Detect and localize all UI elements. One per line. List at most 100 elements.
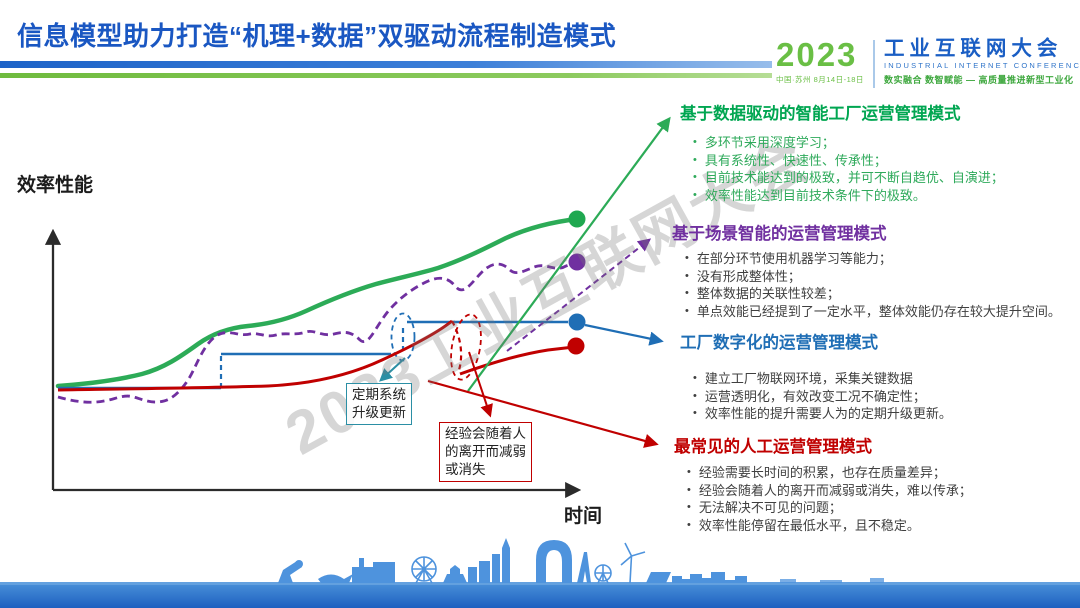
bullet-text: 没有形成整体性； xyxy=(696,268,801,284)
bullet-text: 目前技术能达到的极致，并可不断自趋优、自演进； xyxy=(704,170,1004,185)
annotation-digital-factory: 工厂数字化的运营管理模式 • 建立工厂物联网环境，采集关键数据 • 运营透明化，有效… xyxy=(680,329,1080,423)
low-buildings xyxy=(672,572,747,583)
bullet-marker: • xyxy=(693,407,697,419)
page-title: 信息模型助力打造“机理+数据”双驱动流程制造模式 xyxy=(17,21,617,51)
building xyxy=(468,567,477,583)
wind-turbine-icon xyxy=(620,542,646,584)
skyline-outlines xyxy=(411,542,646,584)
bullet-item: • 效率性能停留在最低水平，且不稳定。 xyxy=(674,517,1080,535)
title-underline-green xyxy=(0,73,1030,78)
annotation-smart-factory: 基于数据驱动的智能工厂运营管理模式 • 多环节采用深度学习； • 具有系统性、快速性… xyxy=(680,100,1080,204)
endpoint-dot-red xyxy=(567,337,585,355)
bullet-marker: • xyxy=(693,188,697,201)
ferris-wheel-spokes xyxy=(412,557,436,584)
title-underline-blue xyxy=(0,61,1040,68)
endpoint-dot-blue xyxy=(568,313,586,331)
logo-slogan: 数实融合 数智赋能 — 高质量推进新型工业化 xyxy=(883,75,1074,85)
ferris-wheel-small-spokes xyxy=(595,565,611,584)
bullet-text: 在部分环节使用机器学习等能力； xyxy=(696,251,892,266)
logo-name-block: 工业互联网大会 INDUSTRIAL INTERNET CONFERENCE 数… xyxy=(884,38,1080,86)
bullet-text: 效率性能停留在最低水平，且不稳定。 xyxy=(698,517,920,533)
factory-icon xyxy=(352,558,395,583)
bullet-item: • 建立工厂物联网环境，采集关键数据 xyxy=(680,370,1080,388)
building xyxy=(479,561,490,583)
robot-arm-joint xyxy=(295,560,303,568)
y-axis-label: 效率性能 xyxy=(17,175,94,196)
bullet-marker: • xyxy=(685,287,689,299)
conference-logo: 2023 中国·苏州 8月14日-18日 工业互联网大会 INDUSTRIAL … xyxy=(772,36,1080,90)
callout-upgrade-line1: 定期系统 xyxy=(352,387,406,402)
annotation-scene-intelligence: 基于场景智能的运营管理模式 • 在部分环节使用机器学习等能力； • 没有形成整体性；… xyxy=(672,220,1080,320)
bullet-text: 建立工厂物联网环境，采集关键数据 xyxy=(704,371,913,386)
bullet-text: 经验需要长时间的积累，也存在质量差异； xyxy=(698,465,946,480)
bullet-text: 多环节采用深度学习； xyxy=(704,135,835,150)
bullet-marker: • xyxy=(693,171,697,183)
leader-red xyxy=(427,379,659,448)
red-drop-highlight-ellipse xyxy=(450,313,482,381)
bullet-marker: • xyxy=(685,269,689,282)
leader-green xyxy=(467,116,671,392)
bullet-text: 效率性能的提升需要人为的定期升级更新。 xyxy=(704,406,952,421)
bullet-text: 效率性能达到目前技术条件下的极致。 xyxy=(704,187,926,203)
annotation-title: 基于数据驱动的智能工厂运营管理模式 xyxy=(680,105,961,123)
skyline-buildings xyxy=(278,538,884,583)
annotation-title: 基于场景智能的运营管理模式 xyxy=(672,225,887,243)
endpoint-dot-purple xyxy=(568,253,586,271)
logo-year-block: 2023 中国·苏州 8月14日-18日 xyxy=(776,38,864,85)
bullet-item: • 整体数据的关联性较差； xyxy=(672,285,1080,303)
callout-upgrade-box: 定期系统 升级更新 xyxy=(346,383,412,425)
bullet-text: 经验会随着人的离开而减弱或消失，难以传承； xyxy=(698,482,972,498)
skyline-band xyxy=(0,582,1080,608)
bullet-marker: • xyxy=(687,483,691,496)
bullet-item: • 没有形成整体性； xyxy=(672,268,1080,286)
callout-experience-box: 经验会随着人 的离开而减弱 或消失 xyxy=(439,422,532,482)
bullet-item: • 效率性能达到目前技术条件下的极致。 xyxy=(680,187,1080,205)
x-axis-label: 时间 xyxy=(564,506,603,527)
pagoda-icon xyxy=(443,565,467,583)
machine-icon xyxy=(318,574,353,583)
logo-year: 2023 xyxy=(776,36,858,73)
bullet-item: • 运营透明化，有效改变工况不确定性； xyxy=(680,388,1080,406)
callout-upgrade-line2: 升级更新 xyxy=(352,405,406,420)
annotation-title: 工厂数字化的运营管理模式 xyxy=(680,334,878,352)
bullet-item: • 效率性能的提升需要人为的定期升级更新。 xyxy=(680,405,1080,423)
bullet-marker: • xyxy=(693,136,697,148)
skyline-band-edge xyxy=(0,582,1080,585)
bullet-marker: • xyxy=(687,466,691,478)
logo-divider xyxy=(872,40,875,88)
far-buildings xyxy=(780,578,884,583)
annotation-manual-mode: 最常见的人工运营管理模式 • 经验需要长时间的积累，也存在质量差异； • 经验会随着… xyxy=(674,433,1080,534)
bullet-item: • 多环节采用深度学习； xyxy=(680,134,1080,152)
endpoint-dot-green xyxy=(568,210,586,228)
bullet-marker: • xyxy=(693,153,697,166)
bullet-marker: • xyxy=(685,252,689,264)
bullet-item: • 目前技术能达到的极致，并可不断自趋优、自演进； xyxy=(680,169,1080,187)
callout-experience-line3: 或消失 xyxy=(445,462,486,477)
bullet-text: 具有系统性、快速性、传承性； xyxy=(704,152,887,168)
bullet-item: • 无法解决不可见的问题； xyxy=(674,499,1080,517)
logo-venue: 中国·苏州 8月14日-18日 xyxy=(776,75,864,84)
leader-upgrade-box xyxy=(379,357,406,382)
bullet-marker: • xyxy=(693,372,697,384)
bullet-item: • 单点效能已经提到了一定水平，整体效能仍存在较大提升空间。 xyxy=(672,303,1080,321)
leader-blue xyxy=(584,323,664,346)
bullet-item: • 具有系统性、快速性、传承性； xyxy=(680,152,1080,170)
bullet-text: 单点效能已经提到了一定水平，整体效能仍存在较大提升空间。 xyxy=(696,303,1061,319)
curve-smart-factory xyxy=(55,216,580,389)
logo-name-en: INDUSTRIAL INTERNET CONFERENCE xyxy=(883,61,1080,70)
bullet-marker: • xyxy=(687,501,691,513)
bullet-marker: • xyxy=(687,518,691,531)
solar-panel-icon xyxy=(646,572,671,583)
bullet-text: 整体数据的关联性较差； xyxy=(696,286,840,301)
callout-experience-line1: 经验会随着人 xyxy=(445,426,526,441)
bullet-item: • 经验会随着人的离开而减弱或消失，难以传承； xyxy=(674,482,1080,500)
bullet-marker: • xyxy=(693,389,697,402)
leader-experience-box xyxy=(468,351,493,418)
bullet-item: • 在部分环节使用机器学习等能力； xyxy=(672,250,1080,268)
curve-digital-factory-step-dashed xyxy=(219,324,405,388)
tower-icon xyxy=(502,538,510,583)
eiffel-tower-icon xyxy=(577,552,591,583)
leader-purple xyxy=(506,238,652,352)
